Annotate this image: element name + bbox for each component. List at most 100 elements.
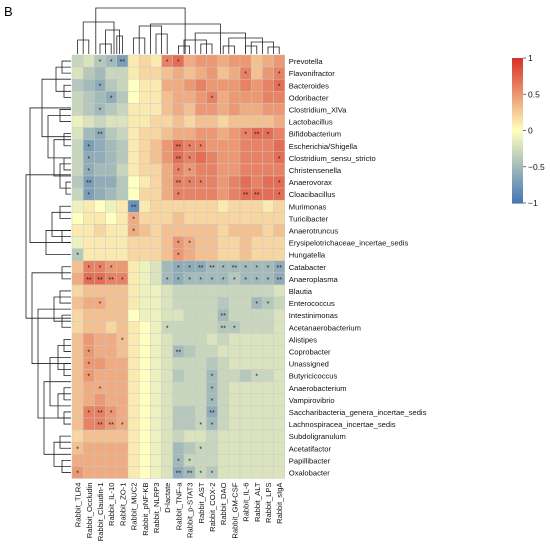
significance-mark: ** [187, 470, 193, 477]
colorbar-segment [512, 190, 523, 194]
heatmap-cell [250, 429, 263, 443]
heatmap-cell [105, 212, 117, 225]
significance-mark: * [99, 107, 102, 114]
heatmap-cell [138, 139, 151, 152]
heatmap-cell [262, 91, 274, 104]
heatmap-cell [127, 91, 140, 104]
heatmap-cell [194, 103, 207, 116]
heatmap-cell [273, 381, 286, 395]
heatmap-cell [183, 429, 196, 443]
heatmap-cell [273, 417, 286, 431]
significance-mark: * [177, 59, 180, 66]
significance-mark: * [278, 71, 281, 78]
heatmap-cell [172, 442, 185, 455]
heatmap-cell [194, 393, 207, 407]
significance-mark: ** [243, 192, 249, 199]
significance-mark: * [87, 265, 90, 272]
heatmap-cell [116, 103, 129, 116]
heatmap-cell [239, 78, 252, 92]
heatmap-cell [206, 175, 218, 189]
heatmap-cell [273, 429, 286, 443]
heatmap-cell [150, 163, 162, 177]
significance-mark: * [211, 422, 214, 429]
heatmap-cell [161, 66, 174, 80]
heatmap-cell [161, 260, 174, 274]
heatmap-cell [138, 115, 151, 128]
heatmap-cell [206, 442, 218, 455]
column-label: Rabbit_pNF-KB [141, 483, 150, 536]
significance-mark: ** [97, 277, 103, 284]
row-label: Lachnospiracea_incertae_sedis [289, 420, 396, 429]
heatmap-cell [194, 333, 207, 346]
heatmap-cell [206, 308, 218, 322]
heatmap-cell [150, 175, 162, 189]
heatmap-cell [172, 381, 185, 395]
heatmap-cell [71, 212, 84, 225]
heatmap-cell [239, 54, 252, 68]
heatmap-cell [250, 139, 263, 152]
significance-mark: * [211, 277, 214, 284]
heatmap-cell [105, 393, 117, 407]
dendrogram-branch [29, 107, 71, 243]
heatmap-cell [262, 357, 274, 370]
colorbar-segment [512, 174, 523, 178]
heatmap-cell [250, 333, 263, 346]
significance-mark: * [87, 168, 90, 175]
heatmap-cell [150, 260, 162, 274]
column-label: Rabbit_TLR4 [74, 483, 83, 528]
heatmap-cell [161, 151, 174, 165]
heatmap-cell [228, 442, 241, 455]
heatmap-cell [183, 442, 196, 455]
heatmap-cell [172, 224, 185, 237]
heatmap-cell [262, 417, 274, 431]
heatmap-cell [71, 405, 84, 419]
heatmap-cell [161, 115, 174, 128]
heatmap-cell [138, 66, 151, 80]
column-labels: Rabbit_TLR4 Rabbit_Occludin Rabbit_Claudin… [74, 482, 285, 542]
heatmap-cell [94, 393, 106, 407]
heatmap-cell [105, 357, 117, 370]
heatmap-cell [217, 381, 230, 395]
significance-mark: * [99, 301, 102, 308]
heatmap-cell [150, 405, 162, 419]
colorbar-segment [512, 159, 523, 163]
heatmap-cell [116, 115, 129, 128]
heatmap-cell [206, 454, 218, 467]
significance-mark: * [244, 132, 247, 139]
significance-mark: ** [276, 277, 282, 284]
colorbar-segment [512, 149, 523, 153]
heatmap-cell [228, 417, 241, 431]
heatmap-cell [161, 127, 174, 140]
row-label: Murimonas [289, 202, 327, 211]
colorbar-segment [512, 157, 523, 161]
column-label: Rabbit_NLRP3 [152, 483, 161, 534]
colorbar-segment [512, 67, 523, 71]
heatmap-cell [228, 248, 241, 261]
colorbar-segment [512, 152, 523, 156]
heatmap-cell [239, 466, 252, 479]
heatmap-cell [161, 199, 174, 213]
heatmap-cell [116, 91, 129, 104]
row-label: Vampirovibrio [289, 396, 335, 405]
heatmap-cell [250, 442, 263, 455]
heatmap-cell [116, 308, 129, 322]
significance-mark: * [211, 470, 214, 477]
significance-mark: * [267, 277, 270, 284]
significance-mark: * [278, 192, 281, 199]
heatmap-cell [116, 236, 129, 249]
heatmap-cell [217, 236, 230, 249]
heatmap-cell [116, 357, 129, 370]
heatmap-cell [183, 115, 196, 128]
column-label: Rabbit_AST [197, 482, 206, 523]
heatmap-cell [94, 66, 106, 80]
colorbar-segment [512, 72, 523, 76]
heatmap-cell [127, 54, 140, 68]
heatmap-cell [273, 224, 286, 237]
colorbar-segment [512, 181, 523, 185]
heatmap-cell [217, 454, 230, 467]
significance-mark: ** [254, 132, 260, 139]
heatmap-cell [161, 466, 174, 479]
row-label: Christensenella [289, 166, 342, 175]
significance-mark: ** [120, 59, 126, 66]
significance-mark: * [211, 95, 214, 102]
